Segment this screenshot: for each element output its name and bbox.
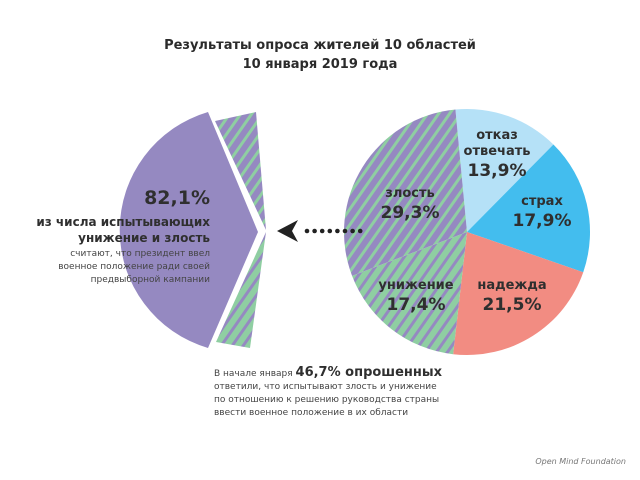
breakout-description: считают, что президент ввел военное поло… (10, 248, 210, 287)
arrow-dot (319, 228, 325, 234)
breakout-pie (119, 112, 266, 348)
arrow-dot (350, 228, 355, 234)
arrow (277, 220, 363, 242)
breakout-humiliation-sliver (216, 232, 266, 348)
slice-label-hope: надежда 21,5% (472, 278, 552, 316)
arrow-dot (335, 228, 340, 234)
breakout-purple-sector (119, 112, 259, 348)
label-text: отказ (476, 128, 518, 143)
annotation-line: по отношению к решению руководства стран… (214, 395, 440, 405)
annotation-highlight: 46,7% опрошенных (295, 365, 443, 380)
pie-slice-3 (352, 232, 467, 355)
subtitle-line: унижение и злость (78, 231, 210, 245)
arrow-dot (342, 228, 348, 234)
desc-line: считают, что президент ввел (70, 249, 210, 259)
breakout-annotation: 82,1% из числа испытывающих унижение и з… (10, 186, 210, 287)
breakout-percent: 82,1% (144, 187, 210, 209)
bottom-annotation: В начале января 46,7% опрошенных ответил… (214, 366, 474, 420)
chart-title: Результаты опроса жителей 10 областей 10… (0, 36, 640, 74)
arrow-dots (304, 228, 363, 234)
slice-label-anger: злость 29,3% (370, 186, 450, 224)
breakout-anger-sliver (215, 112, 266, 230)
arrow-dot (327, 228, 333, 234)
annotation-line: ответили, что испытывают злость и унижен… (214, 382, 437, 392)
subtitle-line: из числа испытывающих (36, 215, 210, 229)
arrow-head-icon (277, 220, 298, 242)
label-value: 17,9% (512, 211, 572, 231)
annotation-line: ввести военное положение в их области (214, 408, 409, 418)
desc-line: предвыборной кампании (90, 275, 210, 285)
title-line-1: Результаты опроса жителей 10 областей (164, 38, 476, 53)
label-text: унижение (378, 278, 454, 293)
label-value: 17,4% (386, 295, 446, 315)
arrow-dot (357, 228, 363, 234)
slice-label-humiliation: унижение 17,4% (376, 278, 456, 316)
footer-credit: Open Mind Foundation (535, 457, 626, 466)
label-text: злость (385, 186, 435, 201)
pie-chart (344, 108, 590, 355)
label-value: 29,3% (380, 203, 440, 223)
label-text: страх (521, 194, 563, 209)
breakout-subtitle: из числа испытывающих унижение и злость (10, 214, 210, 246)
slice-label-fear: страх 17,9% (507, 194, 577, 232)
title-line-2: 10 января 2019 года (242, 57, 398, 72)
pie-slice-2 (453, 232, 584, 355)
arrow-dot (312, 228, 317, 234)
pie-slice-4 (344, 109, 467, 276)
label-text: отвечать (463, 144, 531, 159)
pie-slice-0 (455, 108, 554, 232)
label-text: надежда (477, 278, 547, 293)
arrow-dot (304, 228, 310, 234)
label-value: 13,9% (467, 161, 527, 181)
desc-line: военное положение ради своей (58, 262, 210, 272)
pie-slice-1 (467, 144, 590, 273)
slice-label-refuse: отказ отвечать 13,9% (452, 128, 542, 182)
label-value: 21,5% (482, 295, 542, 315)
annotation-prefix: В начале января (214, 369, 296, 379)
